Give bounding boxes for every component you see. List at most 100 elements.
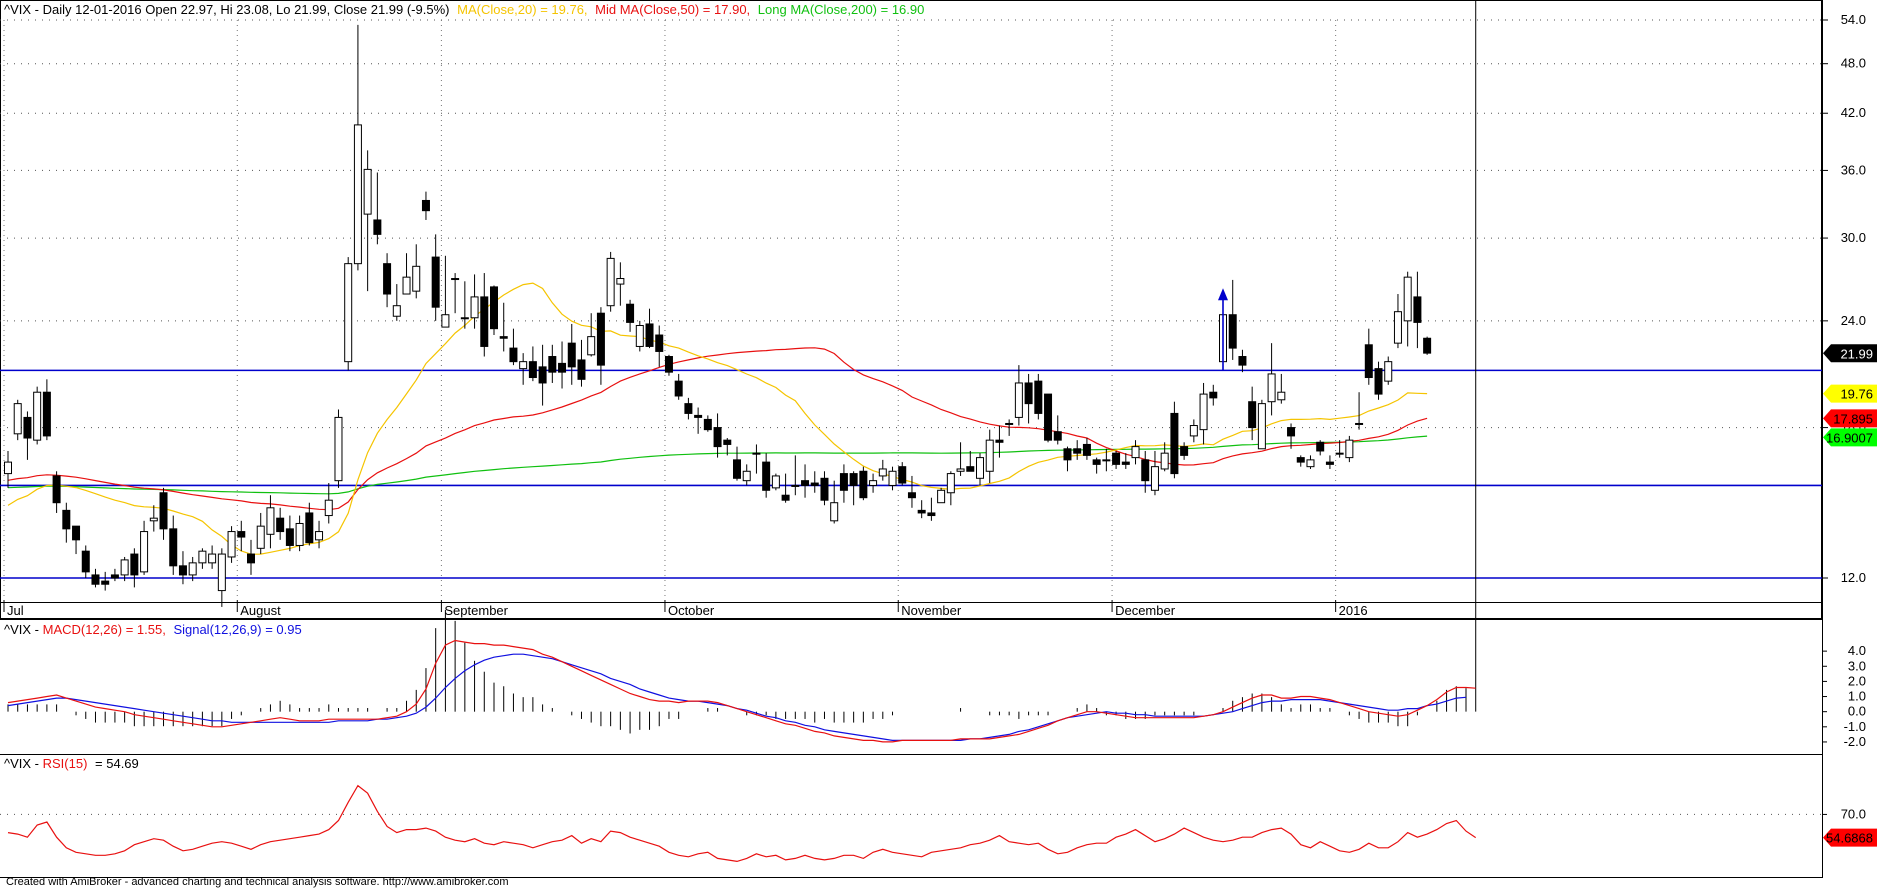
candle-down (1325, 461, 1334, 465)
candle-up (470, 296, 479, 319)
candle-down (1044, 393, 1053, 441)
candle-up (13, 403, 22, 435)
ma200-legend: Long MA(Close,200) = 16.90 (758, 2, 925, 17)
candle-down (645, 323, 654, 347)
price-header-prefix: ^VIX - Daily 12-01-2016 Open 22.97, Hi 2… (4, 2, 449, 17)
macd-tick-label: 1.0 (1848, 689, 1866, 704)
candle-down (859, 470, 868, 499)
ma50-line (7, 347, 1428, 511)
badge-close: 21.99 (1823, 344, 1877, 363)
candle-up (1306, 459, 1315, 468)
candle-down (849, 473, 858, 486)
candlestick-series (4, 24, 1432, 607)
candle-up (149, 517, 158, 522)
candle-up (140, 531, 149, 573)
badge-label: 17.895 (1833, 411, 1873, 426)
candle-down (509, 347, 518, 363)
candle-up (227, 531, 236, 558)
candle-down (130, 553, 139, 576)
candle-up (1384, 361, 1393, 382)
price-tick-label: 24.0 (1841, 313, 1866, 328)
macd-header: ^VIX - MACD(12,26) = 1.55, Signal(12,26,… (4, 622, 302, 637)
candle-down (898, 466, 907, 484)
badge-ma20: 19.76 (1823, 384, 1877, 403)
month-label: 2016 (1339, 603, 1368, 618)
candle-down (567, 342, 576, 368)
rsi-line (7, 784, 1477, 863)
candle-down (1316, 441, 1325, 452)
candle-up (1189, 425, 1198, 437)
candle-up (1277, 391, 1286, 401)
candle-down (1053, 431, 1062, 441)
candle-down (1364, 344, 1373, 379)
macd-tick-label: 2.0 (1848, 673, 1866, 688)
footer-credit: Created with AmiBroker - advanced charti… (6, 876, 509, 888)
candle-up (587, 336, 596, 356)
candle-down (723, 439, 732, 445)
macd-panel: 4.03.02.01.00.0-1.0-2.0 (7, 0, 1866, 749)
candle-up (985, 439, 994, 472)
candle-up (606, 257, 615, 307)
candle-down (1170, 412, 1179, 475)
candle-up (198, 550, 207, 564)
rsi-legend: RSI(15) (43, 756, 88, 771)
candle-down (276, 517, 285, 533)
candle-down (72, 525, 81, 541)
month-label: November (901, 603, 962, 618)
badge-label: 54.6868 (1826, 831, 1873, 846)
candle-down (684, 403, 693, 414)
candle-down (23, 416, 32, 439)
last-value-badges: 21.99 19.76 17.895 16.9007 54.6868 (1823, 344, 1877, 847)
candle-up (1005, 422, 1014, 425)
candle-down (694, 414, 703, 418)
badge-ma50: 17.895 (1823, 409, 1877, 428)
candle-down (247, 553, 255, 564)
month-label: August (240, 603, 281, 618)
candle-down (966, 466, 975, 472)
candle-up (402, 276, 411, 295)
candle-up (256, 525, 265, 549)
badge-ma200: 16.9007 (1823, 428, 1877, 447)
candle-down (538, 366, 547, 384)
candle-down (1121, 461, 1130, 465)
ma50-legend: Mid MA(Close,50) = 17.90, (595, 2, 750, 17)
candle-up (208, 553, 217, 564)
candle-up (441, 314, 450, 328)
candle-up (460, 317, 469, 320)
candle-up (363, 168, 372, 215)
candle-down (101, 580, 110, 585)
candle-up (1403, 276, 1412, 322)
candle-down (703, 418, 712, 431)
candle-down (1073, 448, 1082, 454)
ma20-line (7, 282, 1428, 555)
support-resistance-lines (0, 369, 1822, 579)
candle-down (1092, 459, 1101, 465)
candle-down (499, 336, 508, 339)
badge-shape (1823, 384, 1877, 403)
candle-up (451, 278, 460, 281)
candle-down (907, 492, 916, 499)
candle-up (616, 278, 625, 285)
candle-down (674, 380, 683, 397)
candle-up (752, 452, 761, 455)
candle-down (1180, 446, 1189, 456)
candle-up (869, 480, 878, 486)
candle-down (1209, 391, 1218, 399)
candle-down (285, 528, 294, 546)
macd-tick-label: 3.0 (1848, 658, 1866, 673)
signal-legend: Signal(12,26,9) = 0.95 (173, 622, 301, 637)
candle-up (1102, 459, 1111, 462)
price-tick-label: 12.0 (1841, 570, 1866, 585)
candle-down (91, 574, 100, 585)
candle-down (421, 199, 430, 212)
candle-down (1374, 368, 1383, 395)
candle-down (169, 528, 178, 567)
macd-line (7, 639, 1476, 743)
candle-down (178, 565, 187, 576)
candle-down (490, 286, 498, 330)
candle-up (1393, 311, 1402, 344)
candle-up (1014, 382, 1023, 418)
candle-down (626, 303, 635, 323)
price-tick-label: 48.0 (1841, 56, 1866, 71)
